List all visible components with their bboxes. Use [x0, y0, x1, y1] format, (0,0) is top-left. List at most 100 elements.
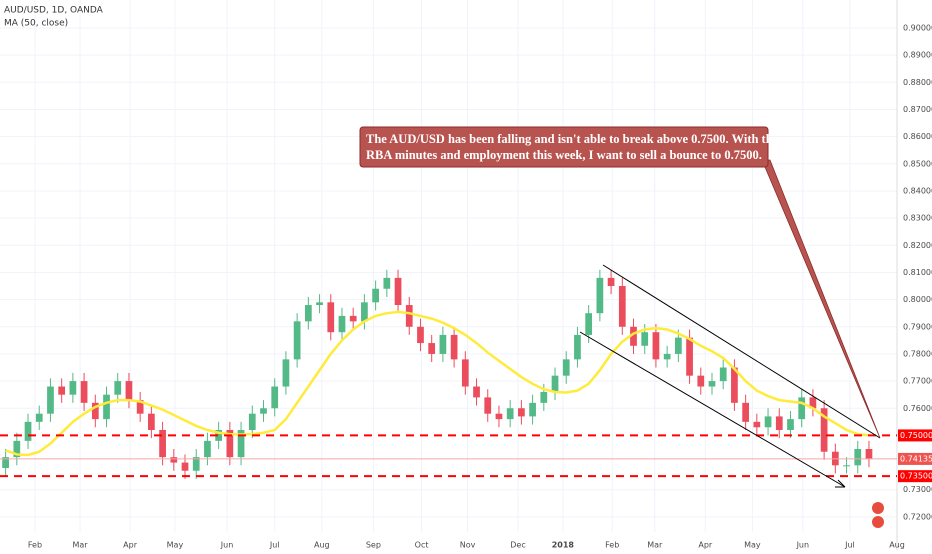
candle-body [260, 408, 267, 414]
x-tick-label: Mar [647, 541, 663, 550]
candle-body [383, 277, 391, 289]
x-tick-label: Jun [220, 541, 234, 550]
candle-body [775, 416, 783, 430]
candle-body [618, 286, 626, 327]
candle-body [69, 381, 77, 395]
channel-arrowhead [835, 479, 846, 488]
candle-body [865, 449, 873, 459]
x-tick-label: Sep [366, 541, 381, 550]
candle-body [248, 413, 256, 430]
callout-pointer [761, 159, 881, 439]
candle-body [540, 391, 548, 403]
candle-body [327, 302, 335, 333]
candle-body [596, 277, 604, 314]
price-label-box [898, 429, 932, 442]
candle-body [731, 367, 738, 403]
candle-body [798, 397, 806, 420]
x-tick-label: May [167, 541, 184, 550]
candle-body [450, 334, 458, 360]
candle-body [518, 408, 525, 417]
x-tick-label: Feb [28, 541, 42, 550]
candle-body [58, 386, 66, 395]
candle-body [80, 381, 88, 403]
candle-body [114, 381, 122, 395]
candle-body [428, 343, 436, 354]
candle-body [439, 334, 447, 354]
candle-body [237, 429, 245, 458]
candle-body [24, 421, 32, 441]
x-tick-label: Apr [123, 541, 138, 550]
x-tick-label: Mar [73, 541, 89, 550]
x-tick-label: Oct [415, 541, 429, 550]
candle-body [686, 337, 693, 376]
candle-body [159, 429, 166, 458]
candle-body [226, 429, 234, 458]
candle-body [641, 332, 649, 346]
candle-body [787, 419, 794, 430]
candle-body [764, 416, 772, 428]
candle-body [854, 449, 862, 466]
candle-body [405, 305, 413, 327]
logo [872, 502, 884, 528]
candle-body [529, 402, 536, 417]
candle-body [843, 465, 850, 467]
x-tick-label: Nov [460, 541, 476, 550]
legend-entry: MA (50, close) [4, 19, 68, 29]
candle-body [148, 413, 155, 430]
candle-body [349, 315, 357, 322]
x-tick-label: 2018 [552, 541, 575, 550]
channel-bottom [579, 331, 846, 488]
candle-body [820, 408, 828, 452]
annotation-line: RBA minutes and employment this week, I … [366, 148, 762, 162]
candle-body [719, 367, 727, 382]
candle-body [282, 359, 290, 387]
candle-body [103, 394, 110, 420]
ma-line [5, 310, 870, 457]
candle-body [574, 334, 581, 360]
candle-body [204, 440, 211, 458]
candle-body [417, 326, 424, 344]
callout-box [359, 126, 769, 168]
price-label: 0.73500 [900, 472, 932, 481]
candle-body [361, 302, 368, 322]
candle-body [13, 440, 21, 458]
candle-body [495, 413, 503, 420]
candle-body [473, 386, 480, 398]
candle-body [607, 277, 615, 287]
candle-body [47, 386, 54, 414]
channel-top [602, 264, 881, 439]
candle-body [125, 381, 133, 401]
annotation-line: The AUD/USD has been falling and isn't a… [366, 132, 779, 146]
candle-body [293, 321, 301, 360]
candle-body [181, 462, 189, 471]
candle-body [192, 457, 200, 471]
x-tick-label: Jul [269, 541, 280, 550]
x-tick-label: Dec [510, 541, 525, 550]
candle-body [742, 402, 749, 422]
candle-body [316, 302, 323, 306]
price-label: 0.75000 [900, 431, 932, 440]
candle-body [338, 315, 346, 333]
candle-body [215, 429, 223, 441]
candle-body [674, 337, 682, 354]
price-label-box [898, 452, 932, 465]
candle-body [753, 421, 761, 428]
candle-body [697, 375, 705, 387]
grid [0, 0, 898, 532]
candle-body [394, 277, 402, 306]
candle-body [304, 305, 312, 322]
candle-body [484, 397, 492, 414]
